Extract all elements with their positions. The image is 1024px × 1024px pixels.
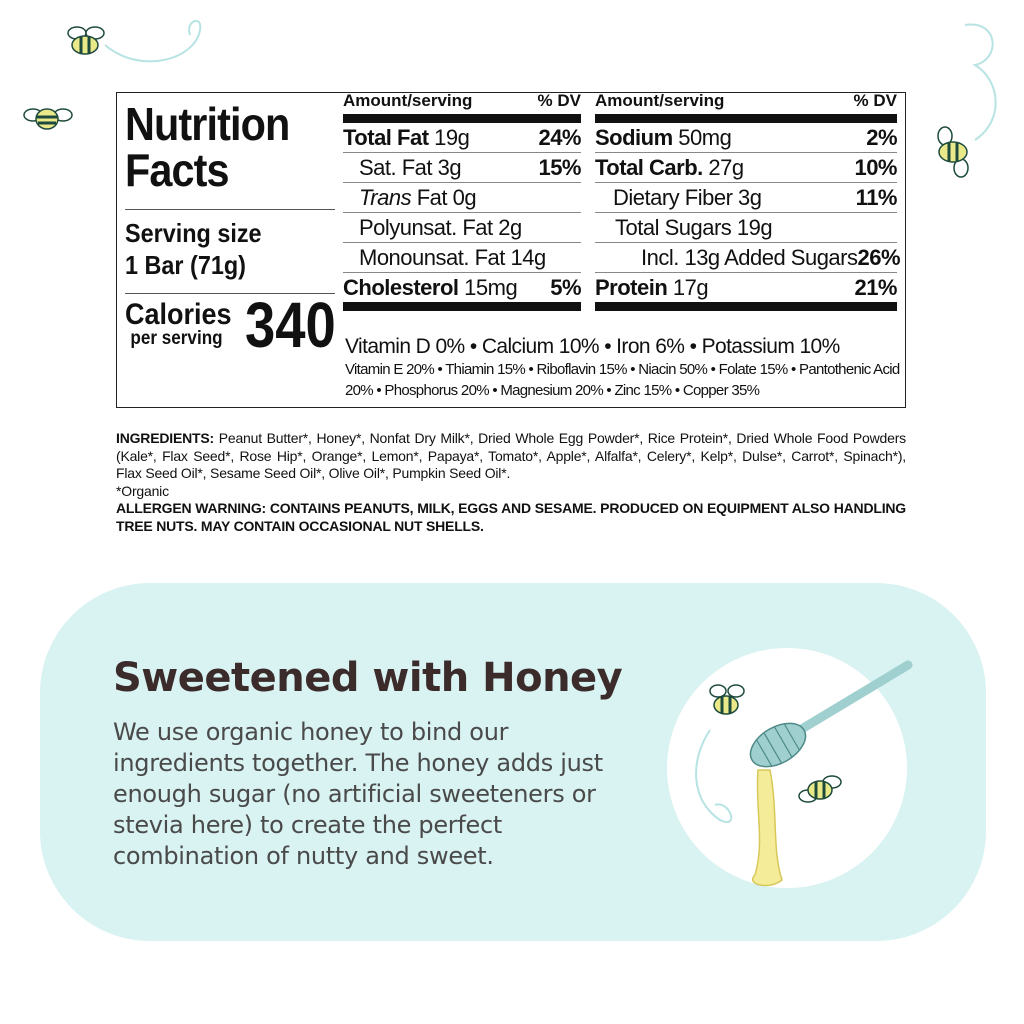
bee-icon [798,775,842,803]
nutrients-left: Amount/serving % DV Total Fat 19g 24% Sat. F… [343,91,581,311]
column-header: Amount/serving % DV [595,91,897,123]
nutrient-name: Protein [595,274,668,300]
vitamins: Vitamin D 0% • Calcium 10% • Iron 6% • P… [345,335,901,401]
nutrient-name: Total Carb. [595,154,703,180]
nutrient-row: Polyunsat. Fat 2g [343,213,581,243]
nutrient-dv: 10% [854,154,897,180]
nutrient-row: Total Carb. 27g 10% [595,153,897,183]
nutrient-name: Polyunsat. Fat [359,214,493,240]
bee-icon [709,684,745,715]
feature-heading: Sweetened with Honey [113,655,623,701]
nutrient-row: Trans Fat 0g [343,183,581,213]
nutrient-amount: 19g [434,124,470,150]
nutrient-name: Dietary Fiber [613,184,733,210]
title-line: Facts [125,144,230,196]
nutrient-row: Protein 17g 21% [595,273,897,311]
nutrient-name: Sat. Fat [359,154,433,180]
header-amount: Amount/serving [343,91,473,110]
nutrients-right: Amount/serving % DV Sodium 50mg 2% Total Car… [595,91,901,311]
nutrient-dv: 5% [550,274,581,300]
allergen-warning: ALLERGEN WARNING: CONTAINS PEANUTS, MILK… [116,500,906,534]
header-amount: Amount/serving [595,91,725,110]
nutrient-name: Total Sugars [615,214,732,240]
nutrient-amount: 3g [437,154,462,180]
nutrient-dv: 15% [538,154,581,180]
header-dv: % DV [537,91,581,110]
nutrient-amount: 27g [708,154,744,180]
nutrient-amount: 2g [498,214,522,240]
nutrient-amount: 19g [736,214,773,240]
nutrient-dv: 26% [857,244,901,270]
nutrient-name: Total Fat [343,124,429,150]
feature-body: We use organic honey to bind our ingredi… [113,718,603,870]
bee-icon [23,108,73,130]
nutrient-amount: 15mg [464,274,518,300]
bee-icon [937,126,969,178]
nutrient-name: Incl. 13g Added Sugars [641,244,858,270]
honey-dipper-illustration [695,660,913,887]
organic-note: *Organic [116,482,169,499]
nutrient-name: Trans [359,184,412,210]
column-header: Amount/serving % DV [343,91,581,123]
serving-label: Serving size [125,218,262,248]
nutrient-row: Total Sugars 19g [595,213,897,243]
calories-value: 340 [245,289,336,361]
ingredients-text: Peanut Butter*, Honey*, Nonfat Dry Milk*… [116,430,906,481]
nutrient-row: Cholesterol 15mg 5% [343,273,581,311]
nutrient-row: Sodium 50mg 2% [595,123,897,153]
nutrient-amount: 17g [672,274,709,300]
nutrient-amount: Fat 0g [416,184,477,210]
nutrient-name: Sodium [595,124,673,150]
nutrient-amount: 14g [510,244,547,270]
ingredients-label: INGREDIENTS: [116,430,214,446]
serving-value: 1 Bar (71g) [125,250,246,280]
nutrient-dv: 11% [855,184,898,210]
calories-sub: per serving [130,328,223,349]
vitamins-other: Vitamin E 20% • Thiamin 15% • Riboflavin… [345,361,900,399]
bee-icon [67,26,105,55]
nutrient-amount: 50mg [678,124,732,150]
nutrient-dv: 21% [854,274,897,300]
title-line: Nutrition [125,98,290,150]
nutrient-dv: 24% [538,124,581,150]
nutrient-row: Incl. 13g Added Sugars 26% [595,243,901,273]
nutrient-dv: 2% [866,124,897,150]
nutrient-row: Dietary Fiber 3g 11% [595,183,898,213]
nutrient-row: Monounsat. Fat 14g [343,243,581,273]
nutrient-name: Cholesterol [343,274,459,300]
nutrient-row: Sat. Fat 3g 15% [343,153,581,183]
vitamins-main: Vitamin D 0% • Calcium 10% • Iron 6% • P… [345,335,840,358]
nutrient-row: Total Fat 19g 24% [343,123,581,153]
nutrient-amount: 3g [738,184,762,210]
nutrition-facts-panel: Nutrition Facts Serving size 1 Bar (71g) C… [116,91,906,408]
calories-text: Calories [125,298,232,331]
nutrient-name: Monounsat. Fat [359,244,505,270]
calories-label: Calories per serving [125,298,232,349]
serving-size: Serving size 1 Bar (71g) [125,217,262,281]
ingredients-block: INGREDIENTS: Peanut Butter*, Honey*, Non… [116,430,906,535]
nutrition-title: Nutrition Facts [125,101,316,193]
divider [125,293,335,294]
decorative-bees-swirl [23,20,997,178]
header-dv: % DV [853,91,897,110]
divider [125,209,335,210]
